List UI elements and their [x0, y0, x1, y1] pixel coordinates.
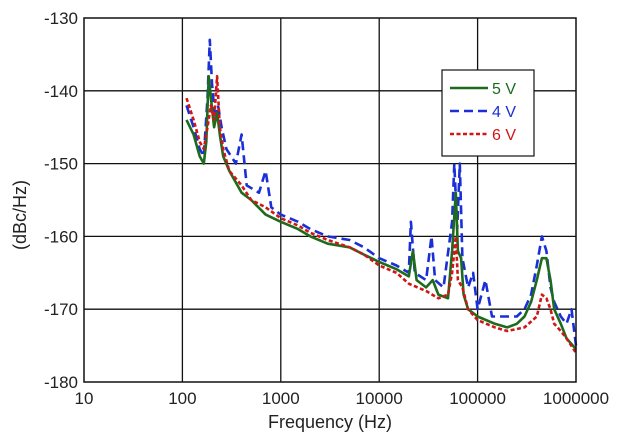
series-line-6v	[185, 74, 578, 354]
series-lines	[185, 38, 578, 354]
y-tick-label: -130	[44, 9, 78, 28]
y-tick-label: -180	[44, 373, 78, 392]
x-tick-labels: 10 100 1000 10000 100000 1000000	[75, 389, 610, 408]
x-axis-title: Frequency (Hz)	[268, 412, 392, 432]
y-tick-label: -170	[44, 300, 78, 319]
x-tick-label: 1000000	[543, 389, 609, 408]
y-tick-label: -160	[44, 227, 78, 246]
x-tick-label: 100000	[449, 389, 506, 408]
plot-frame	[83, 17, 577, 383]
y-tick-label: -150	[44, 155, 78, 174]
series-line-4v	[185, 38, 578, 346]
y-tick-label: -140	[44, 82, 78, 101]
series-line-5v	[185, 74, 577, 351]
y-tick-labels: -130 -140 -150 -160 -170 -180	[44, 9, 78, 392]
x-tick-label: 1000	[262, 389, 300, 408]
x-tick-label: 10	[75, 389, 94, 408]
legend-box	[441, 69, 535, 157]
y-axis-title: (dBc/Hz)	[10, 180, 30, 250]
legend: 5 V 4 V 6 V	[441, 69, 535, 157]
x-tick-label: 10000	[356, 389, 403, 408]
legend-label: 5 V	[492, 81, 516, 98]
legend-label: 4 V	[492, 104, 516, 121]
x-tick-label: 100	[168, 389, 196, 408]
legend-label: 6 V	[492, 127, 516, 144]
